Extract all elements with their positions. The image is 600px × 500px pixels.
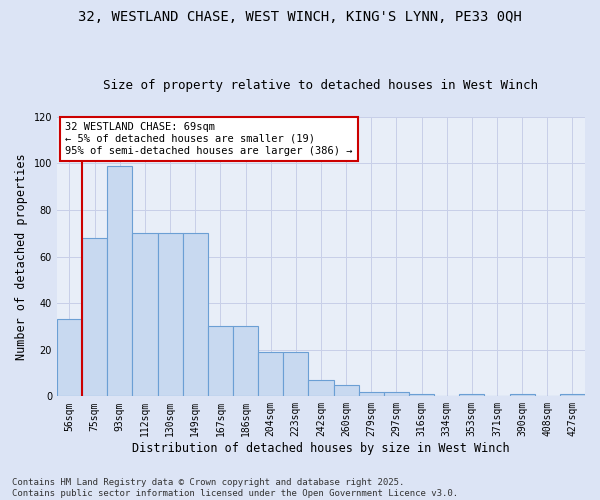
- Bar: [233, 326, 258, 396]
- Bar: [57, 320, 82, 396]
- Bar: [384, 392, 409, 396]
- Y-axis label: Number of detached properties: Number of detached properties: [15, 153, 28, 360]
- Bar: [82, 238, 107, 396]
- Bar: [308, 380, 334, 396]
- Bar: [208, 326, 233, 396]
- Bar: [459, 394, 484, 396]
- X-axis label: Distribution of detached houses by size in West Winch: Distribution of detached houses by size …: [132, 442, 510, 455]
- Bar: [133, 234, 158, 396]
- Bar: [107, 166, 133, 396]
- Text: 32 WESTLAND CHASE: 69sqm
← 5% of detached houses are smaller (19)
95% of semi-de: 32 WESTLAND CHASE: 69sqm ← 5% of detache…: [65, 122, 352, 156]
- Bar: [359, 392, 384, 396]
- Bar: [258, 352, 283, 397]
- Bar: [182, 234, 208, 396]
- Bar: [158, 234, 182, 396]
- Bar: [560, 394, 585, 396]
- Bar: [509, 394, 535, 396]
- Title: Size of property relative to detached houses in West Winch: Size of property relative to detached ho…: [103, 79, 538, 92]
- Text: Contains HM Land Registry data © Crown copyright and database right 2025.
Contai: Contains HM Land Registry data © Crown c…: [12, 478, 458, 498]
- Bar: [409, 394, 434, 396]
- Text: 32, WESTLAND CHASE, WEST WINCH, KING'S LYNN, PE33 0QH: 32, WESTLAND CHASE, WEST WINCH, KING'S L…: [78, 10, 522, 24]
- Bar: [334, 384, 359, 396]
- Bar: [283, 352, 308, 397]
